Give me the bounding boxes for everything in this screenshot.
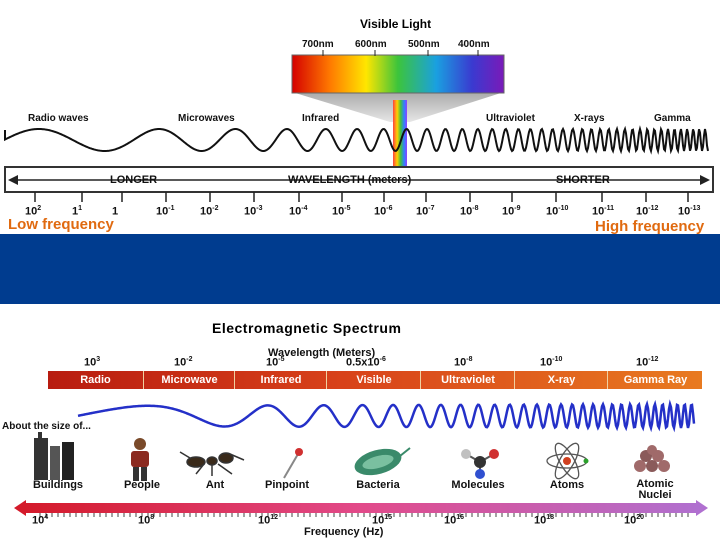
atom-icon bbox=[546, 442, 589, 480]
visible-nm-ticks bbox=[322, 50, 479, 56]
wavelength-scale-label: 10-9 bbox=[502, 205, 521, 218]
wavelength-ticks bbox=[34, 192, 689, 202]
wavelength-scale-label: 10-7 bbox=[416, 205, 435, 218]
frequency-value: 1016 bbox=[444, 514, 465, 527]
frequency-value: 1020 bbox=[624, 514, 645, 527]
em-wave bbox=[4, 125, 709, 155]
label-gamma: Gamma bbox=[654, 113, 691, 124]
object-label: Atoms bbox=[549, 479, 585, 491]
frequency-hz-label: Frequency (Hz) bbox=[304, 526, 384, 538]
wavelength-scale-label: 10-11 bbox=[592, 205, 614, 218]
wavelength-scale-label: 1 bbox=[112, 205, 119, 218]
size-caption: About the size of... bbox=[2, 421, 91, 432]
wavelength-scale-label: 10-10 bbox=[546, 205, 569, 218]
label-x-rays: X-rays bbox=[574, 113, 605, 124]
blue-band bbox=[0, 234, 720, 304]
wavelength-scale-label: 10-2 bbox=[200, 205, 219, 218]
arrow-label-shorter: SHORTER bbox=[556, 174, 610, 186]
wavelength-value: 10-5 bbox=[266, 356, 285, 369]
label-microwaves: Microwaves bbox=[178, 113, 235, 124]
visible-rainbow-bar bbox=[291, 54, 505, 94]
object-label: Bacteria bbox=[356, 479, 400, 491]
bacteria-icon bbox=[354, 447, 411, 476]
object-label: Molecules bbox=[451, 479, 505, 491]
blue-em-wave bbox=[77, 399, 696, 433]
wavelength-scale-label: 10-8 bbox=[460, 205, 479, 218]
low-frequency-label: Low frequency bbox=[8, 216, 114, 233]
wavelength-value: 103 bbox=[84, 356, 101, 369]
segment-label: Radio bbox=[80, 374, 111, 386]
frequency-bar bbox=[24, 503, 700, 513]
label-ultraviolet: Ultraviolet bbox=[486, 113, 535, 124]
wavelength-scale-label: 10-3 bbox=[244, 205, 263, 218]
wavelength-value: 10-10 bbox=[540, 356, 563, 369]
frequency-value: 108 bbox=[138, 514, 155, 527]
top-spectrum-graphic bbox=[4, 50, 714, 202]
nm-label-600: 600nm bbox=[355, 39, 387, 50]
wavelength-scale-label: 10-6 bbox=[374, 205, 393, 218]
frequency-value: 1015 bbox=[372, 514, 393, 527]
visible-beam bbox=[393, 100, 407, 170]
segment-label: Visible bbox=[326, 371, 421, 389]
wavelength-scale-label: 10-13 bbox=[678, 205, 701, 218]
person-icon bbox=[131, 438, 149, 481]
arrow-label-wavelength: WAVELENGTH (meters) bbox=[288, 174, 412, 186]
object-label: Pinpoint bbox=[265, 479, 309, 491]
frequency-value: 1018 bbox=[534, 514, 555, 527]
wavelength-scale-label: 102 bbox=[25, 205, 42, 218]
label-infrared: Infrared bbox=[302, 113, 340, 124]
wavelength-scale-label: 10-5 bbox=[332, 205, 351, 218]
wavelength-scale-label: 11 bbox=[72, 205, 83, 218]
atomic-nuclei-icon bbox=[634, 445, 670, 472]
wavelength-meters-header: Wavelength (Meters) bbox=[268, 347, 376, 359]
object-label: Atomic Nuclei bbox=[636, 478, 674, 501]
ant-icon bbox=[179, 451, 245, 476]
segment-label: Ultraviolet bbox=[420, 371, 515, 389]
molecule-icon bbox=[461, 449, 499, 479]
object-label: Ant bbox=[205, 479, 225, 491]
segment-label: Infrared bbox=[234, 371, 327, 389]
wavelength-value: 10-2 bbox=[174, 356, 193, 369]
segment-label: Gamma Ray bbox=[607, 371, 703, 389]
wavelength-scale-label: 10-12 bbox=[636, 205, 659, 218]
high-frequency-label: High frequency bbox=[595, 218, 705, 235]
segment-label: X-ray bbox=[514, 371, 608, 389]
wavelength-value: 10-12 bbox=[636, 356, 659, 369]
em-spectrum-title: Electromagnetic Spectrum bbox=[212, 320, 402, 336]
wavelength-value: 10-8 bbox=[454, 356, 473, 369]
segment-label: Microwave bbox=[143, 371, 235, 389]
wavelength-value: 0.5x10-6 bbox=[346, 356, 386, 369]
label-radio-waves: Radio waves bbox=[28, 113, 89, 124]
visible-light-title: Visible Light bbox=[360, 17, 432, 31]
wavelength-scale-label: 10-1 bbox=[156, 205, 175, 218]
buildings-icon bbox=[34, 432, 74, 480]
pinpoint-icon bbox=[283, 448, 303, 479]
arrow-label-longer: LONGER bbox=[110, 174, 158, 186]
object-label: Buildings bbox=[32, 479, 84, 491]
wavelength-scale-label: 10-4 bbox=[289, 205, 308, 218]
nm-label-500: 500nm bbox=[408, 39, 440, 50]
object-label: People bbox=[123, 479, 161, 491]
nm-label-400: 400nm bbox=[458, 39, 490, 50]
frequency-value: 1012 bbox=[258, 514, 279, 527]
nm-label-700: 700nm bbox=[302, 39, 334, 50]
frequency-value: 104 bbox=[32, 514, 49, 527]
